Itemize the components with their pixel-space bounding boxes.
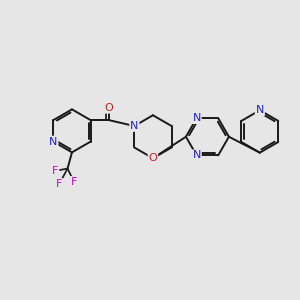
Text: O: O — [104, 103, 113, 113]
Text: N: N — [130, 121, 139, 131]
Text: F: F — [71, 177, 77, 187]
Text: N: N — [256, 105, 264, 115]
Text: N: N — [193, 113, 201, 123]
Text: N: N — [49, 136, 58, 147]
Text: F: F — [52, 166, 59, 176]
Text: O: O — [148, 153, 157, 163]
Text: N: N — [193, 150, 201, 161]
Text: F: F — [56, 179, 62, 189]
